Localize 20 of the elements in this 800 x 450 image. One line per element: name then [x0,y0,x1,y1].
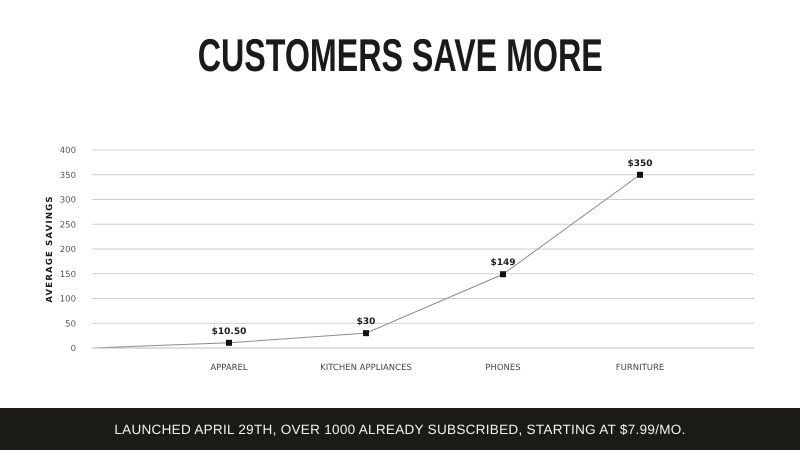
x-tick-label: PHONES [485,363,521,374]
y-tick-label: 200 [60,245,76,256]
y-tick-label: 50 [65,319,76,330]
data-label: $149 [490,258,516,268]
text: LAUNCHED APRIL 29TH, OVER 1000 ALREADY SUBSCRIBED, STARTING AT $7.99/MO. [114,422,686,436]
y-tick-label: 0 [70,344,76,354]
y-tick-label: 150 [60,270,76,280]
data-label: $30 [356,317,376,328]
x-tick-label: APPAREL [210,363,248,374]
y-tick-label: 250 [60,220,76,230]
y-tick-label: 100 [60,294,76,305]
y-tick-label: 300 [60,196,76,206]
data-label: $350 [627,158,653,169]
x-tick-label: KITCHEN APPLIANCES [320,363,412,374]
y-tick-label: 400 [60,146,76,156]
data-label: $10.50 [212,326,246,337]
y-tick-label: 350 [60,170,76,181]
y-axis-title: AVERAGE SAVINGS [45,195,56,303]
x-tick-label: FURNITURE [616,363,664,374]
chart-title: CUSTOMERS SAVE MORE [198,29,602,81]
